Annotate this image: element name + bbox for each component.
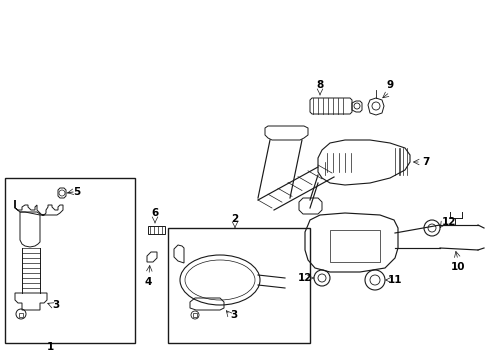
Text: 8: 8 <box>317 80 323 90</box>
Bar <box>5 178 135 343</box>
Text: 10: 10 <box>451 262 465 272</box>
Text: 9: 9 <box>387 80 393 90</box>
Text: 11: 11 <box>388 275 402 285</box>
Text: 7: 7 <box>422 157 429 167</box>
Text: 2: 2 <box>231 214 239 224</box>
Text: 5: 5 <box>73 187 80 197</box>
Text: 6: 6 <box>151 208 159 218</box>
Text: 12: 12 <box>442 217 457 227</box>
Text: 1: 1 <box>47 342 53 352</box>
Text: 3: 3 <box>230 310 237 320</box>
Text: 12: 12 <box>297 273 312 283</box>
Text: 4: 4 <box>145 277 152 287</box>
Text: 3: 3 <box>52 300 59 310</box>
Bar <box>168 228 310 343</box>
